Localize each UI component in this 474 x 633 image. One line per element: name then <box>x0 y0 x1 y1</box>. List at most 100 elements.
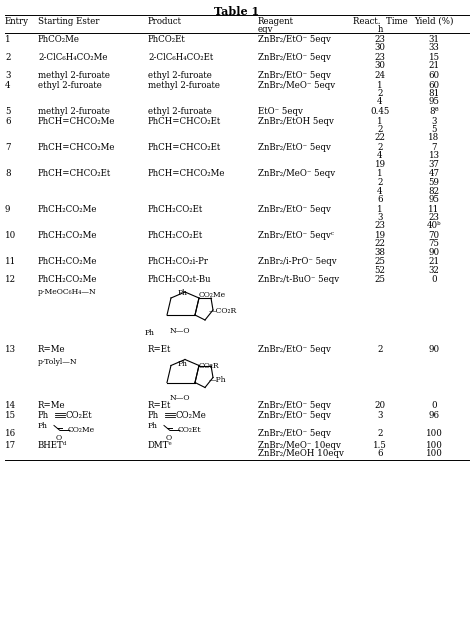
Text: ZnBr₂/EtO⁻ 5eqv: ZnBr₂/EtO⁻ 5eqv <box>258 204 331 213</box>
Text: 11: 11 <box>428 204 439 213</box>
Text: PhCH₂CO₂Me: PhCH₂CO₂Me <box>38 231 98 240</box>
Text: 100: 100 <box>426 441 442 449</box>
Text: —Ph: —Ph <box>209 375 227 384</box>
Text: 8ª: 8ª <box>429 107 439 116</box>
Text: R=Me: R=Me <box>38 345 65 354</box>
Text: EtO⁻ 5eqv: EtO⁻ 5eqv <box>258 107 303 116</box>
Text: 1: 1 <box>377 204 383 213</box>
Text: 81: 81 <box>428 89 439 98</box>
Text: 95: 95 <box>428 195 439 204</box>
Text: 33: 33 <box>428 44 439 53</box>
Text: 5: 5 <box>431 125 437 134</box>
Text: Ph: Ph <box>38 411 49 420</box>
Text: 3: 3 <box>377 213 383 222</box>
Text: N—O: N—O <box>170 327 190 335</box>
Text: 95: 95 <box>428 97 439 106</box>
Text: ZnBr₂/EtO⁻ 5eqv: ZnBr₂/EtO⁻ 5eqv <box>258 35 331 44</box>
Text: 1: 1 <box>5 35 10 44</box>
Text: Ph: Ph <box>145 329 155 337</box>
Text: O: O <box>56 434 62 442</box>
Text: 9: 9 <box>5 204 10 213</box>
Text: 22: 22 <box>374 134 385 142</box>
Text: 30: 30 <box>374 61 385 70</box>
Text: 14: 14 <box>5 401 16 410</box>
Text: ZnBr₂/MeOH 10eqv: ZnBr₂/MeOH 10eqv <box>258 449 344 458</box>
Text: 4: 4 <box>377 97 383 106</box>
Text: ZnBr₂/i-PrO⁻ 5eqv: ZnBr₂/i-PrO⁻ 5eqv <box>258 258 337 266</box>
Text: CO₂Me: CO₂Me <box>199 291 226 299</box>
Text: 19: 19 <box>374 231 385 240</box>
Text: ZnBr₂/MeO⁻ 10eqv: ZnBr₂/MeO⁻ 10eqv <box>258 441 341 449</box>
Text: ZnBr₂/EtOH 5eqv: ZnBr₂/EtOH 5eqv <box>258 116 334 125</box>
Text: 60: 60 <box>428 71 439 80</box>
Text: 13: 13 <box>5 345 16 354</box>
Text: ZnBr₂/EtO⁻ 5eqv: ZnBr₂/EtO⁻ 5eqv <box>258 411 331 420</box>
Text: 10: 10 <box>5 231 16 240</box>
Text: PhCO₂Me: PhCO₂Me <box>38 35 80 44</box>
Text: 2: 2 <box>377 143 383 152</box>
Text: p-Tolyl—N: p-Tolyl—N <box>38 358 78 367</box>
Text: 31: 31 <box>428 35 439 44</box>
Text: ZnBr₂/EtO⁻ 5eqv: ZnBr₂/EtO⁻ 5eqv <box>258 429 331 437</box>
Text: 0: 0 <box>431 401 437 410</box>
Text: R=Et: R=Et <box>148 345 172 354</box>
Text: ZnBr₂/t-BuO⁻ 5eqv: ZnBr₂/t-BuO⁻ 5eqv <box>258 275 339 284</box>
Text: 11: 11 <box>5 258 16 266</box>
Text: 2-ClC₆H₄CO₂Et: 2-ClC₆H₄CO₂Et <box>148 53 213 62</box>
Text: 19: 19 <box>374 160 385 169</box>
Text: 6: 6 <box>377 195 383 204</box>
Text: 7: 7 <box>5 143 10 152</box>
Text: 24: 24 <box>374 71 385 80</box>
Text: 2: 2 <box>377 345 383 354</box>
Text: 100: 100 <box>426 449 442 458</box>
Text: ZnBr₂/EtO⁻ 5eqv: ZnBr₂/EtO⁻ 5eqv <box>258 401 331 410</box>
Text: 23: 23 <box>374 35 385 44</box>
Text: ethyl 2-furoate: ethyl 2-furoate <box>148 107 212 116</box>
Text: 100: 100 <box>426 429 442 437</box>
Text: Ph: Ph <box>148 422 158 430</box>
Text: Table 1: Table 1 <box>214 6 260 17</box>
Text: 75: 75 <box>428 239 439 249</box>
Text: 18: 18 <box>428 134 439 142</box>
Text: ethyl 2-furoate: ethyl 2-furoate <box>148 71 212 80</box>
Text: 2: 2 <box>377 89 383 98</box>
Text: 2-ClC₆H₄CO₂Me: 2-ClC₆H₄CO₂Me <box>38 53 108 62</box>
Text: Product: Product <box>148 17 182 26</box>
Text: 1: 1 <box>377 116 383 125</box>
Text: 90: 90 <box>428 248 439 257</box>
Text: React.  Time: React. Time <box>353 17 407 26</box>
Text: 21: 21 <box>428 258 439 266</box>
Text: 23: 23 <box>374 222 385 230</box>
Text: 70: 70 <box>428 231 439 240</box>
Text: 3: 3 <box>5 71 10 80</box>
Text: methyl 2-furoate: methyl 2-furoate <box>38 107 110 116</box>
Text: 0: 0 <box>431 275 437 284</box>
Text: PhCH=CHCO₂Me: PhCH=CHCO₂Me <box>38 143 116 152</box>
Text: CO₂R: CO₂R <box>199 361 219 370</box>
Text: —CO₂R: —CO₂R <box>209 307 237 315</box>
Text: 90: 90 <box>428 345 439 354</box>
Text: 2: 2 <box>377 178 383 187</box>
Text: O: O <box>166 434 172 442</box>
Text: eqv: eqv <box>258 25 273 34</box>
Text: ZnBr₂/EtO⁻ 5eqvᶜ: ZnBr₂/EtO⁻ 5eqvᶜ <box>258 231 334 240</box>
Text: ZnBr₂/EtO⁻ 5eqv: ZnBr₂/EtO⁻ 5eqv <box>258 345 331 354</box>
Text: PhCH=CHCO₂Me: PhCH=CHCO₂Me <box>38 116 116 125</box>
Text: 2: 2 <box>377 125 383 134</box>
Text: PhCO₂Et: PhCO₂Et <box>148 35 186 44</box>
Text: 38: 38 <box>374 248 385 257</box>
Text: PhCH=CHCO₂Et: PhCH=CHCO₂Et <box>148 143 221 152</box>
Text: 30: 30 <box>374 44 385 53</box>
Text: p-MeOC₆H₄—N: p-MeOC₆H₄—N <box>38 288 97 296</box>
Text: CO₂Et: CO₂Et <box>178 425 201 434</box>
Text: methyl 2-furoate: methyl 2-furoate <box>38 71 110 80</box>
Text: PhCH=CHCO₂Me: PhCH=CHCO₂Me <box>148 170 226 179</box>
Text: 16: 16 <box>5 429 16 437</box>
Text: Ph: Ph <box>178 360 188 368</box>
Text: PhCH₂CO₂Me: PhCH₂CO₂Me <box>38 275 98 284</box>
Text: 8: 8 <box>5 170 10 179</box>
Text: 1: 1 <box>377 80 383 89</box>
Text: ZnBr₂/EtO⁻ 5eqv: ZnBr₂/EtO⁻ 5eqv <box>258 143 331 152</box>
Text: 22: 22 <box>374 239 385 249</box>
Text: 47: 47 <box>428 170 439 179</box>
